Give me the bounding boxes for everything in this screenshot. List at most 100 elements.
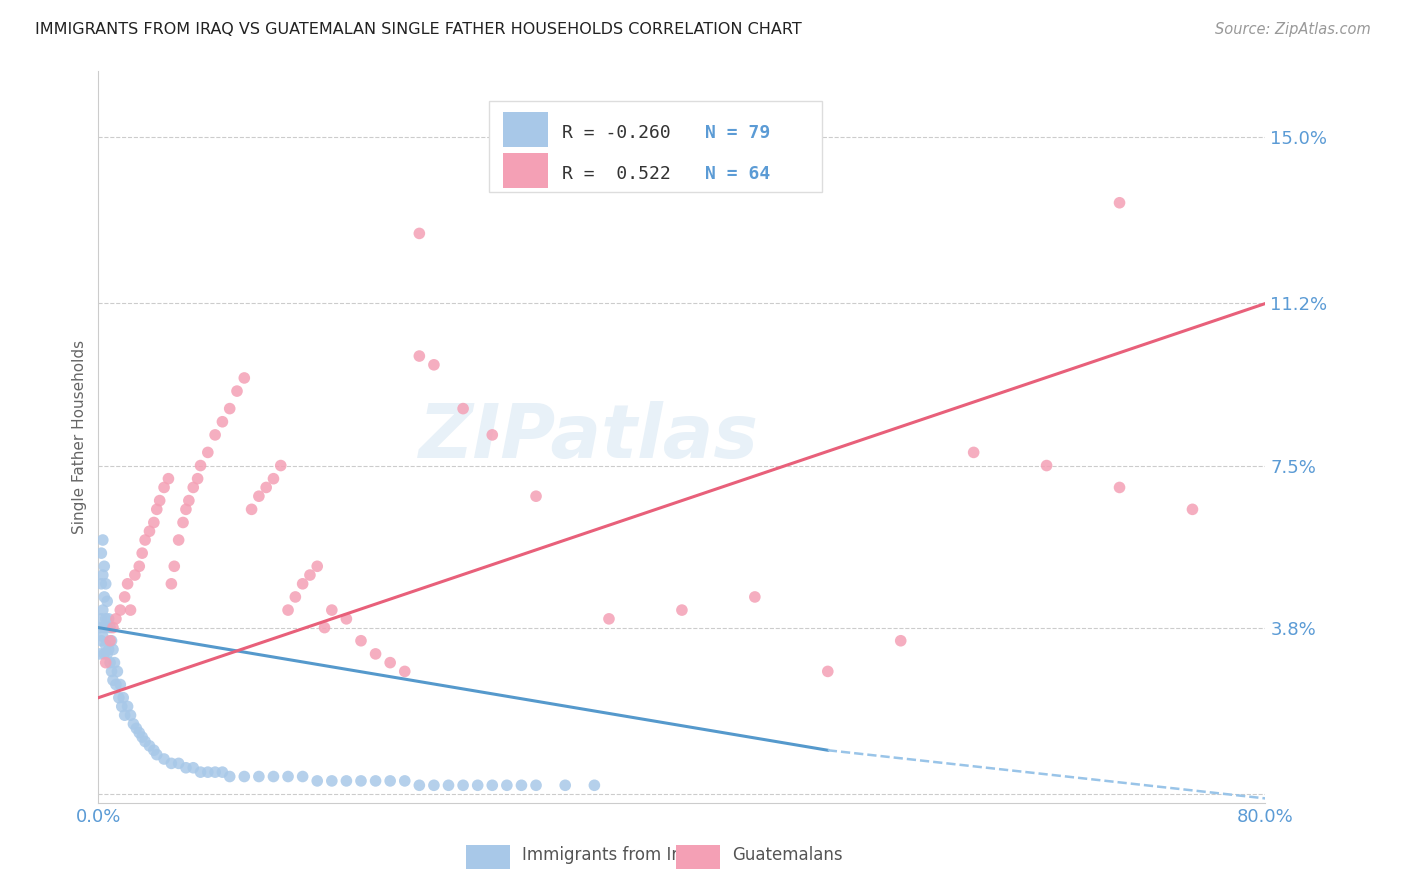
Text: ZIPatlas: ZIPatlas — [419, 401, 759, 474]
Point — [94, 576, 117, 591]
Point — [174, 761, 197, 775]
Point — [218, 770, 240, 784]
Point — [128, 559, 150, 574]
Y-axis label: Single Father Households: Single Father Households — [72, 340, 87, 534]
Point — [181, 480, 204, 494]
Point — [524, 778, 547, 792]
Point — [93, 621, 115, 635]
Point — [380, 773, 402, 788]
Point — [157, 472, 180, 486]
Point — [90, 576, 112, 591]
Point — [270, 458, 292, 473]
Point — [134, 734, 156, 748]
Point — [181, 761, 204, 775]
Point — [90, 612, 112, 626]
Text: R = -0.260: R = -0.260 — [562, 124, 671, 142]
Point — [96, 594, 118, 608]
Point — [91, 603, 114, 617]
FancyBboxPatch shape — [489, 101, 823, 192]
Point — [423, 778, 446, 792]
Point — [94, 612, 117, 626]
Point — [96, 621, 118, 635]
Point — [190, 765, 212, 780]
Text: N = 79: N = 79 — [706, 124, 770, 142]
Point — [110, 603, 132, 617]
Point — [496, 778, 519, 792]
Point — [1108, 195, 1130, 210]
Point — [153, 752, 176, 766]
Point — [335, 612, 357, 626]
Point — [91, 533, 114, 547]
Text: Guatemalans: Guatemalans — [733, 847, 842, 864]
Point — [226, 384, 249, 398]
Point — [104, 612, 127, 626]
Point — [90, 546, 112, 560]
Point — [177, 493, 200, 508]
Point — [120, 708, 142, 723]
Point — [91, 629, 114, 643]
Text: N = 64: N = 64 — [706, 165, 770, 183]
Point — [321, 603, 343, 617]
Point — [90, 633, 112, 648]
Point — [124, 568, 146, 582]
Point — [291, 576, 314, 591]
Point — [671, 603, 693, 617]
Point — [122, 717, 145, 731]
Point — [262, 472, 284, 486]
Point — [744, 590, 766, 604]
Point — [321, 773, 343, 788]
Point — [98, 656, 121, 670]
Point — [163, 559, 186, 574]
Point — [197, 765, 219, 780]
FancyBboxPatch shape — [503, 112, 548, 147]
Point — [211, 415, 233, 429]
Point — [510, 778, 533, 792]
Point — [284, 590, 307, 604]
Point — [89, 621, 111, 635]
Point — [167, 756, 190, 771]
Point — [89, 647, 111, 661]
Point — [467, 778, 489, 792]
Point — [408, 349, 430, 363]
Point — [350, 633, 373, 648]
Point — [423, 358, 446, 372]
Point — [98, 621, 121, 635]
Point — [96, 647, 118, 661]
Point — [142, 516, 165, 530]
Point — [114, 590, 136, 604]
Point — [93, 559, 115, 574]
Point — [149, 493, 172, 508]
Point — [131, 730, 153, 744]
Point — [240, 502, 263, 516]
Point — [364, 647, 387, 661]
Point — [97, 612, 120, 626]
Point — [408, 778, 430, 792]
Point — [103, 656, 125, 670]
Point — [146, 747, 169, 762]
Point — [101, 673, 124, 688]
Point — [298, 568, 321, 582]
Point — [172, 516, 194, 530]
Point — [117, 576, 139, 591]
Point — [174, 502, 197, 516]
Point — [1108, 480, 1130, 494]
Point — [138, 739, 160, 753]
Point — [890, 633, 912, 648]
Point — [138, 524, 160, 539]
Point — [335, 773, 357, 788]
Point — [94, 656, 117, 670]
Point — [153, 480, 176, 494]
Point — [394, 773, 416, 788]
Point — [1181, 502, 1204, 516]
Point — [101, 621, 124, 635]
Point — [131, 546, 153, 560]
Point — [247, 489, 270, 503]
Point — [247, 770, 270, 784]
Point — [110, 677, 132, 691]
Point — [437, 778, 460, 792]
Point — [100, 633, 122, 648]
Point — [817, 665, 839, 679]
Point — [101, 642, 124, 657]
Point — [277, 770, 299, 784]
Point — [146, 502, 169, 516]
